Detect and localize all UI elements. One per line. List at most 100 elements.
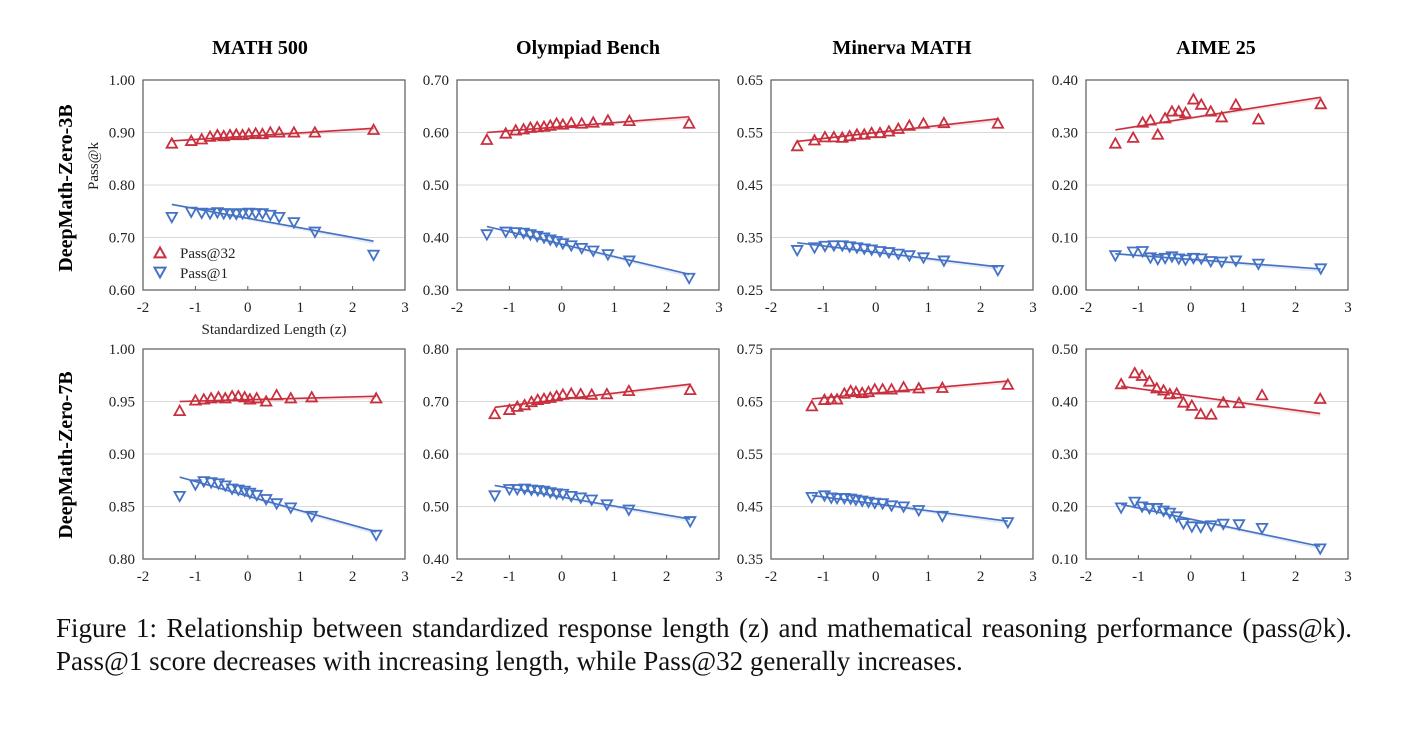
data-point-pass-32 bbox=[203, 129, 217, 142]
x-tick-label: -1 bbox=[189, 300, 202, 316]
data-point-pass-32 bbox=[1186, 92, 1201, 105]
data-point-pass-1 bbox=[237, 485, 252, 498]
y-tick-label: 0.60 bbox=[423, 126, 449, 142]
x-tick-label: 1 bbox=[296, 300, 304, 316]
data-point-pass-32 bbox=[165, 136, 179, 149]
column-title-aime25: AIME 25 bbox=[1176, 37, 1255, 59]
column-title-math500: MATH 500 bbox=[212, 37, 308, 59]
x-tick-label: 1 bbox=[296, 569, 304, 585]
data-point-pass-32 bbox=[523, 120, 538, 133]
y-axis-title: Pass@k bbox=[86, 142, 102, 190]
data-point-pass-32 bbox=[884, 382, 899, 395]
data-point-pass-32 bbox=[683, 382, 697, 396]
plot-frame bbox=[1085, 348, 1349, 560]
data-point-pass-32 bbox=[857, 127, 872, 140]
x-tick-label: 1 bbox=[610, 300, 618, 316]
y-tick-label: 0.10 bbox=[1052, 231, 1078, 247]
plot-frame bbox=[142, 79, 406, 291]
y-tick-label: 0.90 bbox=[109, 126, 135, 142]
data-point-pass-1 bbox=[1255, 522, 1269, 536]
data-point-pass-1 bbox=[842, 241, 857, 254]
x-tick-label: 3 bbox=[401, 569, 409, 585]
data-point-pass-1 bbox=[573, 492, 588, 505]
data-point-pass-32 bbox=[1128, 366, 1142, 379]
data-point-pass-1 bbox=[1142, 503, 1157, 516]
data-point-pass-32 bbox=[1135, 115, 1150, 128]
legend-label-pass32: Pass@32 bbox=[180, 246, 236, 262]
x-tick-label: 0 bbox=[1187, 300, 1195, 316]
column-title-minerva-math: Minerva MATH bbox=[832, 37, 971, 59]
data-point-pass-1 bbox=[204, 477, 218, 490]
plot-frame bbox=[770, 348, 1034, 560]
data-point-pass-32 bbox=[369, 391, 383, 404]
data-point-pass-32 bbox=[1251, 112, 1266, 125]
data-point-pass-32 bbox=[1194, 97, 1209, 110]
x-tick-label: -1 bbox=[503, 569, 516, 585]
data-point-pass-1 bbox=[683, 516, 697, 529]
data-point-pass-32 bbox=[1216, 395, 1231, 408]
x-tick-label: 3 bbox=[1029, 300, 1037, 316]
y-tick-label: 0.55 bbox=[737, 447, 763, 463]
plot-frame bbox=[456, 79, 720, 291]
data-point-pass-1 bbox=[896, 501, 911, 514]
data-point-pass-1 bbox=[850, 242, 864, 255]
x-tick-label: 2 bbox=[663, 569, 671, 585]
data-point-pass-32 bbox=[896, 380, 911, 393]
data-point-pass-1 bbox=[263, 209, 278, 222]
column-title-olympiad-bench: Olympiad Bench bbox=[516, 37, 660, 59]
x-tick-label: 2 bbox=[1292, 300, 1300, 316]
data-point-pass-1 bbox=[891, 248, 906, 261]
data-point-pass-1 bbox=[1151, 253, 1165, 267]
data-point-pass-32 bbox=[259, 394, 273, 407]
data-point-pass-32 bbox=[1143, 113, 1158, 126]
data-point-pass-32 bbox=[194, 132, 209, 145]
y-tick-label: 0.40 bbox=[1052, 395, 1078, 411]
data-point-pass-1 bbox=[564, 490, 578, 504]
panel-deepmath-zero-3b-minerva-math: 0.25 0.35 0.45 0.55 0.65 -2 -1 0 1 2 3 bbox=[737, 73, 1037, 316]
data-point-pass-1 bbox=[1169, 511, 1184, 524]
data-point-pass-1 bbox=[1135, 246, 1150, 259]
plot-frame bbox=[770, 79, 1034, 291]
x-tick-label: -1 bbox=[817, 569, 830, 585]
data-point-pass-1 bbox=[991, 264, 1005, 278]
data-point-pass-32 bbox=[263, 125, 278, 138]
data-point-pass-32 bbox=[530, 120, 544, 133]
data-point-pass-1 bbox=[499, 226, 513, 239]
data-point-pass-1 bbox=[304, 510, 319, 524]
data-point-pass-1 bbox=[1216, 518, 1231, 531]
data-point-pass-32 bbox=[197, 392, 211, 405]
data-point-pass-32 bbox=[849, 384, 863, 398]
data-point-pass-1 bbox=[284, 502, 298, 515]
data-point-pass-32 bbox=[827, 130, 841, 143]
data-point-pass-32 bbox=[790, 139, 804, 152]
y-tick-label: 0.35 bbox=[737, 552, 763, 568]
data-point-pass-1 bbox=[480, 229, 494, 242]
data-point-pass-32 bbox=[818, 130, 832, 143]
x-tick-label: 3 bbox=[715, 300, 723, 316]
x-tick-label: 2 bbox=[349, 569, 357, 585]
data-point-pass-32 bbox=[1214, 110, 1229, 123]
data-point-pass-32 bbox=[1156, 383, 1171, 396]
data-point-pass-32 bbox=[188, 393, 203, 406]
data-point-pass-1 bbox=[249, 489, 264, 503]
y-tick-label: 0.80 bbox=[109, 552, 135, 568]
data-point-pass-1 bbox=[1001, 517, 1015, 530]
data-point-pass-32 bbox=[1114, 377, 1128, 390]
data-point-pass-1 bbox=[1176, 518, 1191, 531]
data-point-pass-1 bbox=[366, 249, 381, 262]
data-point-pass-1 bbox=[229, 208, 244, 221]
data-point-pass-32 bbox=[830, 392, 844, 405]
data-point-pass-32 bbox=[248, 126, 263, 139]
x-tick-label: -2 bbox=[765, 569, 778, 585]
x-tick-label: 1 bbox=[924, 569, 932, 585]
data-point-pass-1 bbox=[259, 494, 273, 507]
data-point-pass-1 bbox=[682, 272, 696, 285]
data-point-pass-1 bbox=[1114, 502, 1128, 515]
data-point-pass-32 bbox=[564, 386, 578, 399]
data-point-pass-1 bbox=[937, 255, 951, 268]
data-point-pass-1 bbox=[487, 490, 502, 503]
data-point-pass-1 bbox=[916, 252, 931, 265]
y-tick-label: 0.40 bbox=[1052, 73, 1078, 89]
data-point-pass-32 bbox=[269, 388, 284, 401]
data-point-pass-32 bbox=[1203, 104, 1218, 117]
